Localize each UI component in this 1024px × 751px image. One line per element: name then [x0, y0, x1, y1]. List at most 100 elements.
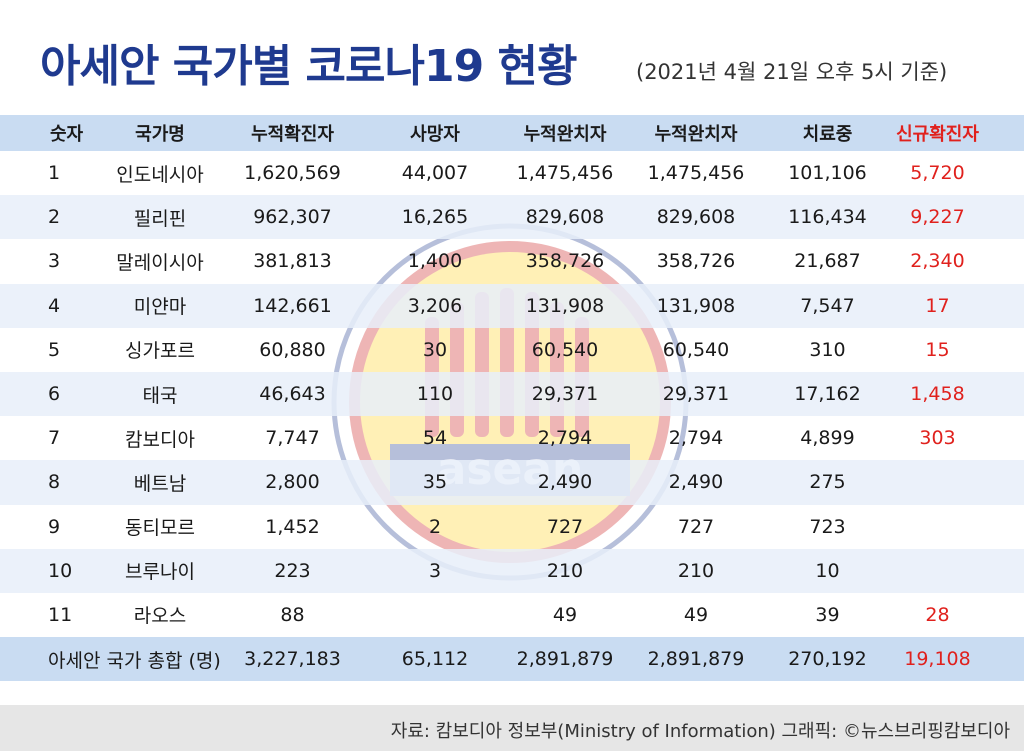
- col-new-cases-cell: 15: [925, 338, 950, 361]
- col-recovered-2-cell: 358,726: [656, 250, 736, 273]
- col-deaths-cell: 35: [422, 471, 448, 494]
- col-deaths-cell: 110: [416, 383, 454, 406]
- col-recovered-cell: 829,608: [525, 206, 605, 229]
- col-new-cases-cell: [880, 460, 995, 504]
- col-in-treatment-header: 치료중: [802, 124, 853, 145]
- table-row: 6 태국 46,643 110 29,371 29,371 17,162 1,458: [0, 371, 1024, 417]
- table-row: 7 캄보디아 7,747 54 2,794 2,794 4,899 303: [0, 416, 1024, 460]
- col-recovered-cell: 727: [546, 515, 584, 538]
- col-country-header: 국가명: [135, 124, 185, 145]
- col-recovered-cell: 1,475,456: [516, 162, 614, 185]
- col-recovered-cell: 2,794: [537, 427, 593, 450]
- col-country-cell: 싱가포르: [125, 340, 195, 363]
- col-new-cases-cell: 28: [925, 603, 950, 626]
- col-recovered-2-cell: 1,475,456: [647, 162, 745, 185]
- col-rank-cell: 1: [48, 162, 61, 185]
- col-cumulative-header: 누적확진자: [251, 124, 334, 145]
- total-cumulative: 3,227,183: [244, 648, 341, 671]
- col-in-treatment-cell: 17,162: [794, 383, 861, 406]
- col-in-treatment-cell: 21,687: [794, 250, 861, 273]
- col-recovered-cell: 210: [546, 559, 584, 582]
- col-country-cell: 브루나이: [125, 561, 195, 584]
- total-label: 아세안 국가 총합 (명): [48, 649, 221, 672]
- table-row: 1 인도네시아 1,620,569 44,007 1,475,456 1,475,456 1…: [0, 151, 1024, 195]
- col-cumulative-cell: 223: [274, 559, 311, 582]
- col-recovered-cell: 2,490: [537, 471, 593, 494]
- col-new-cases-cell: 2,340: [910, 250, 965, 273]
- table-row: 11 라오스 88 49 49 39 28: [0, 593, 1024, 637]
- col-recovered-cell: 131,908: [525, 294, 605, 317]
- col-new-cases-cell: 303: [919, 427, 956, 450]
- table-row: 5 싱가포르 60,880 30 60,540 60,540 310 15: [0, 328, 1024, 372]
- col-new-cases-cell: 17: [925, 294, 950, 317]
- col-recovered-cell: 358,726: [525, 250, 605, 273]
- col-cumulative-cell: 962,307: [253, 206, 332, 229]
- col-rank-cell: 4: [48, 294, 61, 317]
- col-cumulative-cell: 2,800: [265, 471, 320, 494]
- col-recovered-cell: 60,540: [531, 338, 599, 361]
- page-title: 아세안 국가별 코로나19 현황: [40, 41, 577, 92]
- col-recovered-cell: 29,371: [531, 383, 599, 406]
- col-recovered-2-cell: 49: [683, 603, 709, 626]
- col-recovered-header: 누적완치자: [523, 124, 607, 145]
- col-cumulative-cell: 60,880: [259, 338, 326, 361]
- col-deaths-cell: [380, 593, 490, 637]
- col-country-cell: 말레이시아: [116, 251, 204, 274]
- col-in-treatment-cell: 723: [809, 515, 846, 538]
- total-new-cases: 19,108: [904, 648, 971, 671]
- col-country-cell: 캄보디아: [125, 428, 195, 451]
- col-country-cell: 라오스: [133, 605, 187, 628]
- col-recovered-2-cell: 727: [677, 515, 715, 538]
- header: 아세안 국가별 코로나19 현황 (2021년 4월 21일 오후 5시 기준): [0, 0, 1024, 115]
- table-row: 4 미얀마 142,661 3,206 131,908 131,908 7,547 17: [0, 283, 1024, 328]
- col-recovered-2-cell: 210: [677, 559, 715, 582]
- col-country-cell: 미얀마: [133, 296, 187, 319]
- footer-bar: 자료: 캄보디아 정보부(Ministry of Information) 그래…: [0, 705, 1024, 751]
- col-cumulative-cell: 1,452: [265, 515, 320, 538]
- col-rank-cell: 6: [48, 383, 61, 406]
- col-in-treatment-cell: 310: [809, 338, 846, 361]
- col-in-treatment-cell: 101,106: [788, 162, 867, 185]
- source-credit: 자료: 캄보디아 정보부(Ministry of Information) 그래…: [390, 721, 1010, 742]
- col-recovered-2-cell: 29,371: [662, 383, 730, 406]
- table-row: 8 베트남 2,800 35 2,490 2,490 275: [0, 460, 1024, 505]
- col-cumulative-cell: 88: [280, 603, 305, 626]
- col-rank-cell: 5: [48, 338, 61, 361]
- date-subtitle: (2021년 4월 21일 오후 5시 기준): [636, 60, 948, 84]
- col-deaths-cell: 30: [422, 338, 448, 361]
- col-deaths-cell: 3: [428, 559, 442, 582]
- col-new-cases-cell: [880, 549, 995, 593]
- col-deaths-cell: 16,265: [401, 206, 469, 229]
- col-rank-cell: 8: [48, 471, 61, 494]
- col-in-treatment-cell: 10: [815, 559, 840, 582]
- col-deaths-cell: 3,206: [407, 294, 463, 317]
- col-country-cell: 인도네시아: [116, 163, 204, 186]
- col-country-cell: 필리핀: [133, 207, 187, 230]
- total-recovered: 2,891,879: [516, 648, 614, 671]
- col-rank-cell: 3: [48, 250, 61, 273]
- total-deaths: 65,112: [401, 648, 469, 671]
- col-cumulative-cell: 46,643: [259, 383, 326, 406]
- table-header-row: 숫자 국가명 누적확진자 사망자 누적완치자 누적완치자 치료중 신규확진자: [0, 115, 1024, 151]
- col-in-treatment-cell: 116,434: [788, 206, 867, 229]
- col-rank-header: 숫자: [50, 124, 84, 145]
- col-in-treatment-cell: 4,899: [800, 427, 855, 450]
- col-new-cases-cell: 1,458: [910, 383, 965, 406]
- col-recovered-2-cell: 2,794: [668, 427, 724, 450]
- col-deaths-cell: 54: [422, 427, 448, 450]
- col-rank-cell: 7: [48, 427, 61, 450]
- col-cumulative-cell: 1,620,569: [244, 162, 341, 185]
- total-in-treatment: 270,192: [788, 648, 867, 671]
- total-recovered-2: 2,891,879: [647, 648, 745, 671]
- col-deaths-cell: 1,400: [407, 250, 463, 273]
- col-in-treatment-cell: 275: [809, 471, 846, 494]
- col-in-treatment-cell: 39: [815, 603, 840, 626]
- table-row: 3 말레이시아 381,813 1,400 358,726 358,726 21,687 2,…: [0, 239, 1024, 283]
- col-new-cases-header: 신규확진자: [896, 124, 979, 145]
- col-new-cases-cell: 5,720: [910, 162, 965, 185]
- col-rank-cell: 11: [48, 603, 73, 626]
- table-total-row: 아세안 국가 총합 (명) 3,227,183 65,112 2,891,879 2,8…: [0, 637, 1024, 682]
- col-cumulative-cell: 381,813: [253, 250, 332, 273]
- col-country-cell: 태국: [142, 384, 178, 407]
- table-row: 9 동티모르 1,452 2 727 727 723: [0, 505, 1024, 549]
